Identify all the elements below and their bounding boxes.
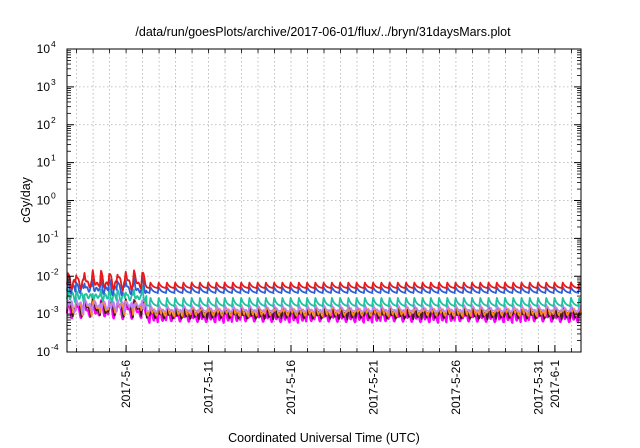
x-tick-label: 2017-5-11 (202, 360, 216, 414)
y-axis-label: cGy/day (19, 176, 33, 223)
series-line (66, 269, 582, 291)
y-tick-label: 10 (37, 345, 51, 359)
y-tick-label: 10 (37, 307, 51, 321)
x-tick-label: 2017-5-31 (531, 360, 545, 415)
x-tick-label: 2017-5-6 (119, 360, 133, 408)
series-line (66, 285, 582, 308)
y-tick-exponent: 3 (51, 77, 56, 87)
y-tick-label: 10 (37, 118, 51, 132)
y-tick-label: 10 (37, 194, 51, 208)
y-tick-label: 10 (37, 156, 51, 170)
y-tick-exponent: 2 (51, 115, 56, 125)
y-tick-exponent: -2 (51, 266, 59, 276)
chart-title: /data/run/goesPlots/archive/2017-06-01/f… (135, 25, 511, 39)
y-tick-exponent: -4 (51, 342, 59, 352)
x-tick-label: 2017-5-26 (449, 360, 463, 415)
x-tick-label: 2017-5-16 (284, 360, 298, 415)
y-tick-exponent: 4 (51, 39, 56, 49)
series-group (65, 269, 583, 324)
y-tick-label: 10 (37, 269, 51, 283)
series-line (66, 297, 582, 316)
y-tick-exponent: 0 (51, 191, 56, 201)
x-tick-label: 2017-5-21 (366, 360, 380, 415)
y-tick-label: 10 (37, 42, 51, 56)
x-tick-label: 2017-6-1 (548, 360, 562, 408)
series-line (66, 275, 582, 297)
x-axis: 2017-5-6 2017-5-11 2017-5-16 2017-5-21 2017-… (76, 49, 572, 415)
y-tick-exponent: -1 (51, 228, 59, 238)
y-tick-label: 10 (37, 231, 51, 245)
x-axis-label: Coordinated Universal Time (UTC) (228, 431, 420, 445)
y-tick-exponent: -3 (51, 304, 59, 314)
y-tick-exponent: 1 (51, 153, 56, 163)
y-tick-label: 10 (37, 80, 51, 94)
series-line (65, 297, 583, 324)
